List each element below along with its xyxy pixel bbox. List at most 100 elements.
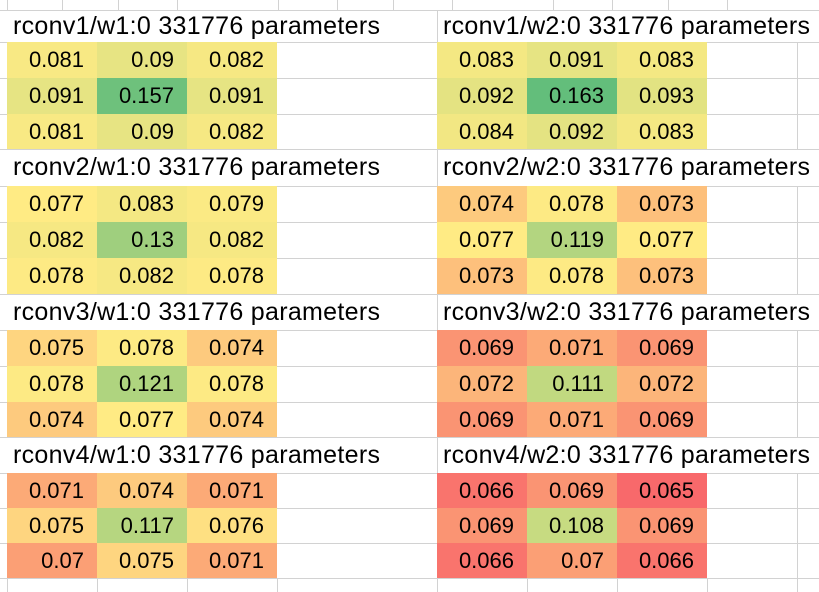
heatmap-cell[interactable]: 0.09 <box>97 114 187 149</box>
heatmap-cell[interactable]: 0.092 <box>527 114 617 149</box>
heatmap-cell[interactable]: 0.071 <box>527 330 617 366</box>
heatmap-cell[interactable]: 0.091 <box>7 78 97 114</box>
heatmap-cell[interactable]: 0.108 <box>527 508 617 543</box>
bottom-sliver-column-gridline <box>437 579 438 592</box>
heatmap-cell[interactable]: 0.07 <box>527 543 617 578</box>
heatmap-cell[interactable]: 0.07 <box>7 543 97 578</box>
row-gridline <box>0 114 819 115</box>
heatmap-cell[interactable]: 0.121 <box>97 366 187 402</box>
heatmap-cell[interactable]: 0.074 <box>187 402 277 437</box>
bottom-sliver-column-gridline <box>97 579 98 592</box>
heatmap-cell[interactable]: 0.083 <box>617 114 707 149</box>
heatmap-cell[interactable]: 0.082 <box>187 114 277 149</box>
heatmap-cell[interactable]: 0.071 <box>187 473 277 508</box>
heatmap-cell[interactable]: 0.078 <box>527 186 617 222</box>
heatmap-cell[interactable]: 0.083 <box>617 42 707 78</box>
heatmap-cell[interactable]: 0.082 <box>187 222 277 258</box>
block-title[interactable]: rconv2/w2:0 331776 parameters <box>443 153 811 181</box>
heatmap-cell[interactable]: 0.069 <box>617 330 707 366</box>
row-gridline <box>0 222 819 223</box>
heatmap-cell[interactable]: 0.066 <box>437 473 527 508</box>
block-title[interactable]: rconv4/w1:0 331776 parameters <box>13 440 381 469</box>
row-gridline <box>0 149 819 150</box>
heatmap-cell[interactable]: 0.117 <box>97 508 187 543</box>
heatmap-cell[interactable]: 0.081 <box>7 114 97 149</box>
heatmap-cell[interactable]: 0.081 <box>7 42 97 78</box>
right-column-gridline <box>797 42 798 149</box>
heatmap-cell[interactable]: 0.163 <box>527 78 617 114</box>
heatmap-cell[interactable]: 0.072 <box>437 366 527 402</box>
row-gridline <box>0 437 819 438</box>
block-title[interactable]: rconv3/w1:0 331776 parameters <box>13 297 381 326</box>
heatmap-cell[interactable]: 0.073 <box>617 186 707 222</box>
heatmap-cell[interactable]: 0.073 <box>437 258 527 294</box>
row-gridline <box>0 543 819 544</box>
heatmap-cell[interactable]: 0.083 <box>97 186 187 222</box>
block-title[interactable]: rconv2/w1:0 331776 parameters <box>13 153 381 181</box>
heatmap-grid: 0.083 0.091 0.083 0.092 0.163 0.093 0.084 0.092… <box>437 42 707 149</box>
row-gridline <box>0 366 819 367</box>
heatmap-cell[interactable]: 0.072 <box>617 366 707 402</box>
row-gridline <box>0 42 819 43</box>
heatmap-cell[interactable]: 0.079 <box>187 186 277 222</box>
heatmap-cell[interactable]: 0.071 <box>7 473 97 508</box>
heatmap-cell[interactable]: 0.069 <box>437 508 527 543</box>
heatmap-cell[interactable]: 0.071 <box>187 543 277 578</box>
heatmap-cell[interactable]: 0.069 <box>437 330 527 366</box>
heatmap-cell[interactable]: 0.157 <box>97 78 187 114</box>
heatmap-cell[interactable]: 0.111 <box>527 366 617 402</box>
heatmap-cell[interactable]: 0.078 <box>187 258 277 294</box>
heatmap-cell[interactable]: 0.075 <box>97 543 187 578</box>
heatmap-cell[interactable]: 0.075 <box>7 508 97 543</box>
heatmap-cell[interactable]: 0.076 <box>187 508 277 543</box>
block-title[interactable]: rconv1/w1:0 331776 parameters <box>13 11 381 40</box>
heatmap-cell[interactable]: 0.069 <box>527 473 617 508</box>
top-sliver-column-gridline <box>393 0 394 10</box>
row-gridline <box>0 330 819 331</box>
heatmap-cell[interactable]: 0.13 <box>97 222 187 258</box>
heatmap-cell[interactable]: 0.092 <box>437 78 527 114</box>
heatmap-cell[interactable]: 0.082 <box>187 42 277 78</box>
heatmap-cell[interactable]: 0.078 <box>527 258 617 294</box>
heatmap-cell[interactable]: 0.074 <box>187 330 277 366</box>
heatmap-cell[interactable]: 0.077 <box>97 402 187 437</box>
heatmap-cell[interactable]: 0.084 <box>437 114 527 149</box>
heatmap-cell[interactable]: 0.078 <box>187 366 277 402</box>
heatmap-cell[interactable]: 0.075 <box>7 330 97 366</box>
heatmap-cell[interactable]: 0.065 <box>617 473 707 508</box>
heatmap-cell[interactable]: 0.078 <box>97 330 187 366</box>
bottom-sliver-column-gridline <box>617 579 618 592</box>
heatmap-cell[interactable]: 0.066 <box>617 543 707 578</box>
heatmap-cell[interactable]: 0.073 <box>617 258 707 294</box>
title-row-column-gridline <box>437 294 438 330</box>
heatmap-cell[interactable]: 0.077 <box>617 222 707 258</box>
heatmap-cell[interactable]: 0.077 <box>437 222 527 258</box>
heatmap-grid: 0.081 0.09 0.082 0.091 0.157 0.091 0.081 0.09 0.… <box>7 42 277 149</box>
heatmap-cell[interactable]: 0.091 <box>187 78 277 114</box>
heatmap-cell[interactable]: 0.074 <box>7 402 97 437</box>
heatmap-cell[interactable]: 0.093 <box>617 78 707 114</box>
row-gridline <box>0 508 819 509</box>
heatmap-cell[interactable]: 0.083 <box>437 42 527 78</box>
heatmap-cell[interactable]: 0.078 <box>7 366 97 402</box>
block-title[interactable]: rconv4/w2:0 331776 parameters <box>443 440 811 469</box>
heatmap-cell[interactable]: 0.074 <box>437 186 527 222</box>
heatmap-cell[interactable]: 0.071 <box>527 402 617 437</box>
heatmap-cell[interactable]: 0.091 <box>527 42 617 78</box>
top-sliver-column-gridline <box>118 0 119 10</box>
block-title[interactable]: rconv1/w2:0 331776 parameters <box>443 11 811 40</box>
heatmap-cell[interactable]: 0.069 <box>437 402 527 437</box>
heatmap-cell[interactable]: 0.069 <box>617 508 707 543</box>
heatmap-cell[interactable]: 0.074 <box>97 473 187 508</box>
top-sliver-column-gridline <box>452 0 453 10</box>
heatmap-cell[interactable]: 0.082 <box>7 222 97 258</box>
heatmap-cell[interactable]: 0.078 <box>7 258 97 294</box>
heatmap-cell[interactable]: 0.066 <box>437 543 527 578</box>
heatmap-cell[interactable]: 0.119 <box>527 222 617 258</box>
heatmap-cell[interactable]: 0.09 <box>97 42 187 78</box>
block-title[interactable]: rconv3/w2:0 331776 parameters <box>443 297 811 326</box>
heatmap-cell[interactable]: 0.077 <box>7 186 97 222</box>
heatmap-cell[interactable]: 0.069 <box>617 402 707 437</box>
heatmap-cell[interactable]: 0.082 <box>97 258 187 294</box>
